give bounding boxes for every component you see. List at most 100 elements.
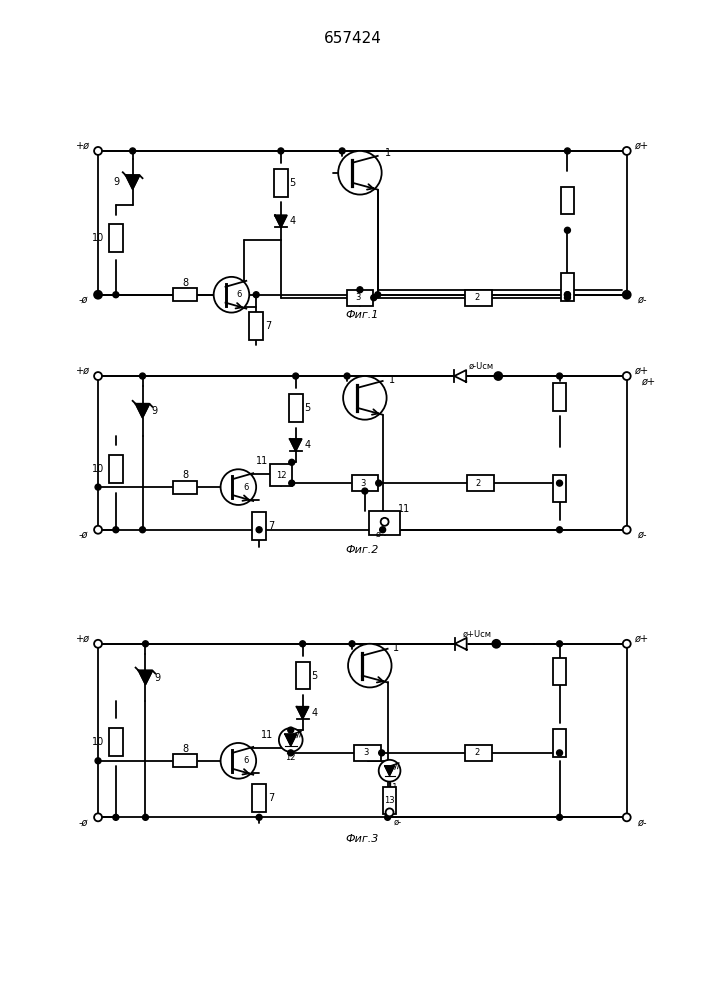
Circle shape [556,480,563,486]
Text: 11: 11 [387,783,398,792]
Circle shape [113,527,119,533]
Text: 8: 8 [182,278,188,288]
Bar [465,290,492,306]
Text: +ø: +ø [76,141,90,151]
Circle shape [143,814,148,820]
Text: ø-Uсм: ø-Uсм [468,362,493,371]
Circle shape [380,527,385,533]
Circle shape [623,372,631,380]
Circle shape [256,814,262,820]
Text: ø-: ø- [637,817,646,827]
Text: 4: 4 [305,440,310,450]
Circle shape [253,292,259,298]
Text: 11: 11 [256,456,268,466]
Text: ø-: ø- [375,530,384,539]
Polygon shape [126,175,139,189]
Text: 2: 2 [474,293,479,302]
Text: 2: 2 [476,479,481,488]
Polygon shape [385,766,395,776]
Polygon shape [290,439,302,451]
Circle shape [362,488,368,494]
Text: 6: 6 [244,483,249,492]
Text: 657424: 657424 [324,31,382,46]
Polygon shape [139,671,153,684]
Bar [561,273,574,301]
Circle shape [623,640,631,648]
Circle shape [556,373,563,379]
Circle shape [278,148,284,154]
Text: 9: 9 [114,177,120,187]
Text: Фиг.2: Фиг.2 [345,545,378,555]
Text: ø+: ø+ [634,366,648,376]
Text: ø+Uсм: ø+Uсм [462,629,491,638]
Polygon shape [297,707,308,719]
Bar [173,481,197,494]
Circle shape [370,295,377,301]
Text: 2: 2 [474,748,479,757]
Circle shape [493,641,499,647]
Circle shape [624,292,630,298]
Bar [274,169,288,197]
Circle shape [623,291,631,299]
Bar [109,224,123,252]
Text: 6: 6 [244,756,249,765]
Text: ø+: ø+ [641,377,655,387]
Text: 6: 6 [237,290,242,299]
Circle shape [94,640,102,648]
Text: 5: 5 [311,671,317,681]
Text: 7: 7 [268,521,274,531]
Bar [252,512,266,540]
Circle shape [139,527,146,533]
Circle shape [344,373,350,379]
Bar [354,745,381,761]
Polygon shape [275,215,287,227]
Text: ø-: ø- [637,530,646,540]
Circle shape [94,526,102,534]
Bar [346,290,373,306]
Bar [351,475,378,491]
Bar [553,383,566,411]
Circle shape [288,459,295,465]
Circle shape [380,518,389,526]
Bar [467,475,493,491]
Circle shape [94,372,102,380]
Bar [250,312,263,340]
Text: 3: 3 [363,748,368,757]
Circle shape [94,813,102,821]
Bar [252,784,266,812]
Circle shape [556,527,563,533]
Text: +ø: +ø [76,366,90,376]
Text: 10: 10 [92,233,104,243]
Text: 12: 12 [286,753,296,762]
Circle shape [564,292,571,298]
Text: 10: 10 [92,464,104,474]
Polygon shape [455,370,466,382]
Circle shape [379,760,400,782]
Polygon shape [136,404,149,418]
Circle shape [385,814,390,820]
Text: ø-: ø- [393,818,402,827]
Text: 5: 5 [290,178,296,188]
Circle shape [623,147,631,155]
Text: 10: 10 [92,737,104,747]
Circle shape [496,373,501,379]
Bar [561,187,574,214]
Bar [109,455,123,483]
Circle shape [343,376,387,420]
Circle shape [375,292,380,298]
Circle shape [564,148,571,154]
Circle shape [293,373,298,379]
Circle shape [95,758,101,764]
Text: ø+: ø+ [634,634,648,644]
Circle shape [349,641,355,647]
Bar [296,662,310,689]
Circle shape [129,148,136,154]
Bar [553,475,566,502]
Bar [270,464,292,486]
Bar [553,729,566,757]
Circle shape [139,373,146,379]
Text: 5: 5 [305,403,310,413]
Circle shape [494,372,502,380]
Text: 1: 1 [393,643,399,653]
Circle shape [556,814,563,820]
